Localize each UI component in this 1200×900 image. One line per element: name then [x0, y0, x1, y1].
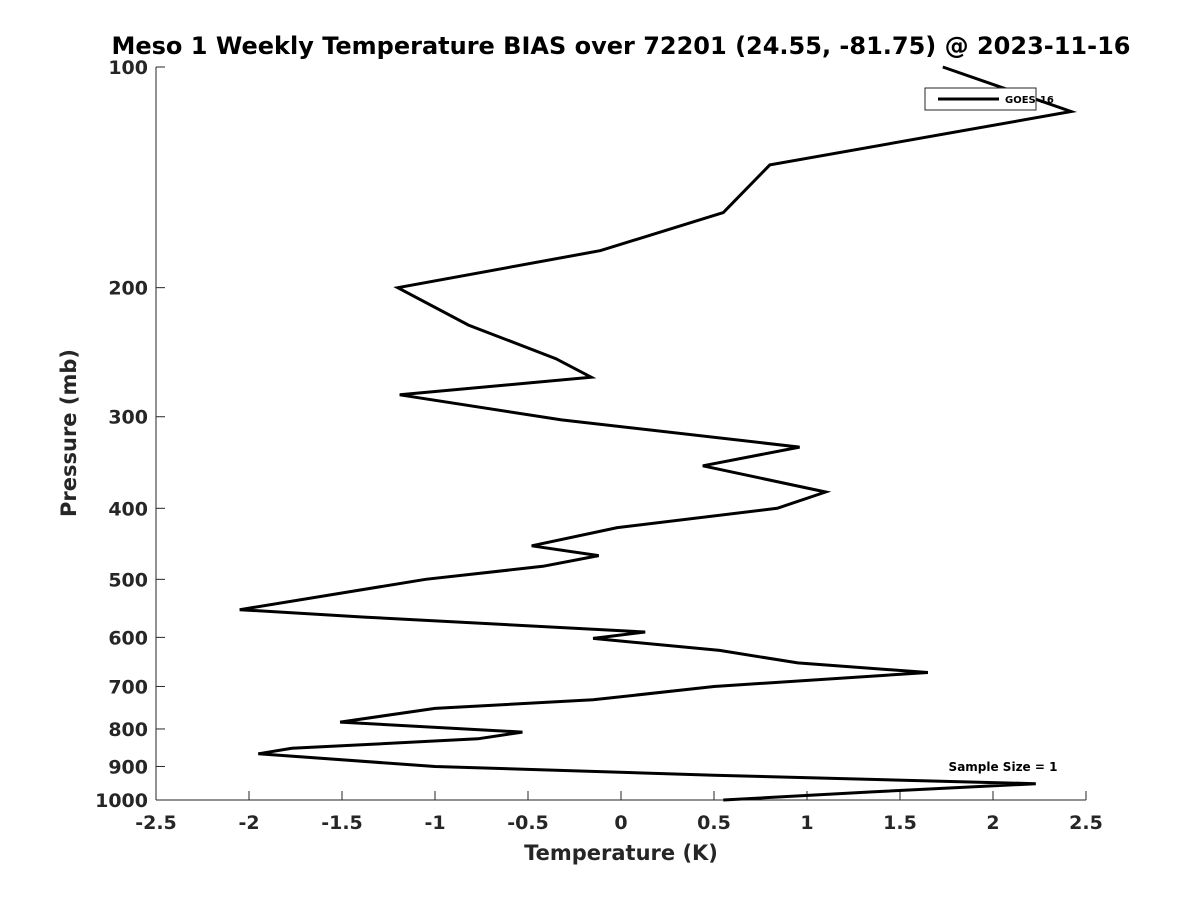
sample-size-annotation: Sample Size = 1	[949, 760, 1058, 774]
y-tick-label: 800	[108, 719, 148, 741]
y-tick-label: 700	[108, 676, 148, 698]
x-axis-label: Temperature (K)	[524, 841, 718, 865]
x-tick-label: 1.5	[883, 812, 917, 834]
x-tick-label: 2.5	[1069, 812, 1103, 834]
plot-area	[156, 67, 1086, 800]
legend-label-goes-16: GOES-16	[1005, 95, 1054, 106]
x-axis-ticks: -2.5 -2 -1.5 -1 -0.5 0 0.5 1 1.5 2 2.5	[135, 791, 1103, 834]
y-tick-label: 600	[108, 627, 148, 649]
y-tick-label: 400	[108, 498, 148, 520]
y-tick-label: 1000	[95, 790, 148, 812]
x-tick-label: 0	[614, 812, 627, 834]
x-tick-label: -1	[424, 812, 445, 834]
x-tick-label: -1.5	[321, 812, 363, 834]
y-tick-label: 300	[108, 407, 148, 429]
legend: GOES-16	[924, 87, 1054, 111]
x-tick-label: 2	[986, 812, 999, 834]
chart-title: Meso 1 Weekly Temperature BIAS over 7220…	[111, 32, 1130, 60]
y-axis-ticks: 100 200 300 400 500 600 700 800 900 1000	[95, 57, 165, 812]
y-tick-label: 900	[108, 756, 148, 778]
y-tick-label: 200	[108, 278, 148, 300]
series-line-goes-16	[239, 65, 1078, 802]
x-tick-label: 0.5	[697, 812, 731, 834]
y-tick-label: 500	[108, 569, 148, 591]
y-axis-label: Pressure (mb)	[57, 349, 81, 517]
x-tick-label: -2.5	[135, 812, 177, 834]
x-tick-label: -2	[238, 812, 259, 834]
x-tick-label: 1	[800, 812, 813, 834]
y-tick-label: 100	[108, 57, 148, 79]
x-tick-label: -0.5	[507, 812, 549, 834]
